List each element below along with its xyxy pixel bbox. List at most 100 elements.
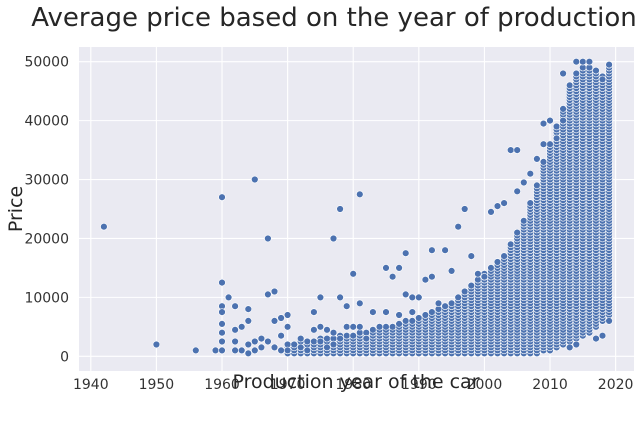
data-point (382, 323, 390, 331)
y-tick-label: 20000 (24, 231, 69, 247)
data-point (218, 278, 226, 287)
data-point (500, 199, 508, 207)
data-point (441, 246, 449, 254)
data-point (415, 314, 423, 322)
x-tick-label: 1960 (204, 377, 240, 393)
data-point (434, 299, 443, 307)
x-tick-label: 1970 (270, 377, 306, 393)
data-point (329, 329, 338, 337)
data-point (218, 308, 226, 316)
data-point (356, 190, 364, 199)
data-point (520, 217, 528, 225)
data-point (474, 270, 482, 278)
data-point (428, 273, 436, 281)
data-point (572, 340, 580, 349)
data-point (270, 317, 279, 325)
data-point (310, 326, 318, 334)
data-point (238, 323, 246, 331)
data-point (251, 175, 259, 184)
data-point (454, 293, 462, 302)
data-point (592, 334, 600, 343)
data-point (349, 270, 357, 278)
data-point (283, 311, 292, 319)
data-point (100, 223, 108, 231)
data-point (323, 326, 331, 334)
data-point (303, 346, 311, 355)
data-point (565, 81, 574, 90)
data-point (329, 234, 338, 243)
data-point (336, 334, 344, 343)
data-point (493, 258, 502, 266)
data-point (343, 323, 351, 331)
data-point (546, 140, 554, 148)
data-point (461, 205, 469, 213)
data-point (480, 273, 489, 281)
data-point (218, 193, 226, 201)
data-point (231, 326, 239, 334)
data-point (238, 346, 246, 355)
data-point (520, 178, 528, 187)
data-point (513, 228, 521, 237)
data-point (231, 346, 239, 355)
data-point (277, 346, 285, 355)
data-point (598, 75, 607, 84)
x-tick-label: 1980 (335, 377, 371, 393)
data-point (244, 317, 253, 325)
data-point (224, 293, 233, 302)
data-point (421, 276, 430, 284)
data-point (546, 116, 554, 125)
data-point (218, 337, 226, 346)
data-point (559, 105, 567, 113)
data-point (218, 346, 226, 355)
chart-title: Average price based on the year of produ… (31, 3, 637, 33)
data-point (447, 267, 456, 275)
data-point (552, 134, 561, 143)
data-point (579, 57, 587, 66)
data-point (395, 264, 403, 272)
data-point (329, 340, 338, 349)
data-point (323, 334, 331, 343)
data-point (428, 308, 436, 316)
data-point (257, 343, 266, 352)
data-point (316, 323, 325, 331)
data-point (277, 332, 285, 340)
data-point (257, 334, 266, 343)
y-tick-label: 30000 (24, 173, 69, 189)
data-point (539, 140, 548, 148)
data-point (539, 119, 548, 128)
x-tick-label: 1950 (139, 377, 175, 393)
data-point (402, 249, 410, 257)
y-tick-label: 0 (60, 349, 69, 365)
data-point (382, 264, 390, 272)
data-point (507, 240, 515, 249)
data-point (533, 181, 541, 190)
data-point (585, 57, 594, 66)
data-point (316, 337, 325, 346)
data-point (552, 122, 561, 131)
data-point (375, 323, 384, 331)
y-axis-label: Price (5, 186, 27, 232)
x-tick-label: 2000 (467, 377, 503, 393)
data-point (408, 317, 416, 325)
data-point (467, 281, 475, 290)
data-point (447, 299, 456, 307)
data-point (382, 308, 390, 316)
tick-labels: 1940 1950 1960 1970 1980 1990 2000 2010 2020 0 100… (24, 55, 633, 393)
data-point (408, 308, 416, 316)
data-point (283, 323, 292, 331)
data-point (218, 320, 226, 328)
data-point (467, 252, 475, 260)
x-axis-label: Production year of the car (232, 371, 479, 393)
data-point (493, 202, 502, 210)
data-point (264, 337, 272, 346)
data-point (461, 287, 469, 296)
data-point (343, 302, 351, 310)
data-point (316, 293, 325, 302)
y-tick-label: 10000 (24, 290, 69, 306)
data-point (231, 302, 239, 310)
data-point (507, 146, 515, 154)
data-point (500, 252, 508, 260)
data-point (415, 293, 423, 302)
data-point (270, 287, 279, 296)
